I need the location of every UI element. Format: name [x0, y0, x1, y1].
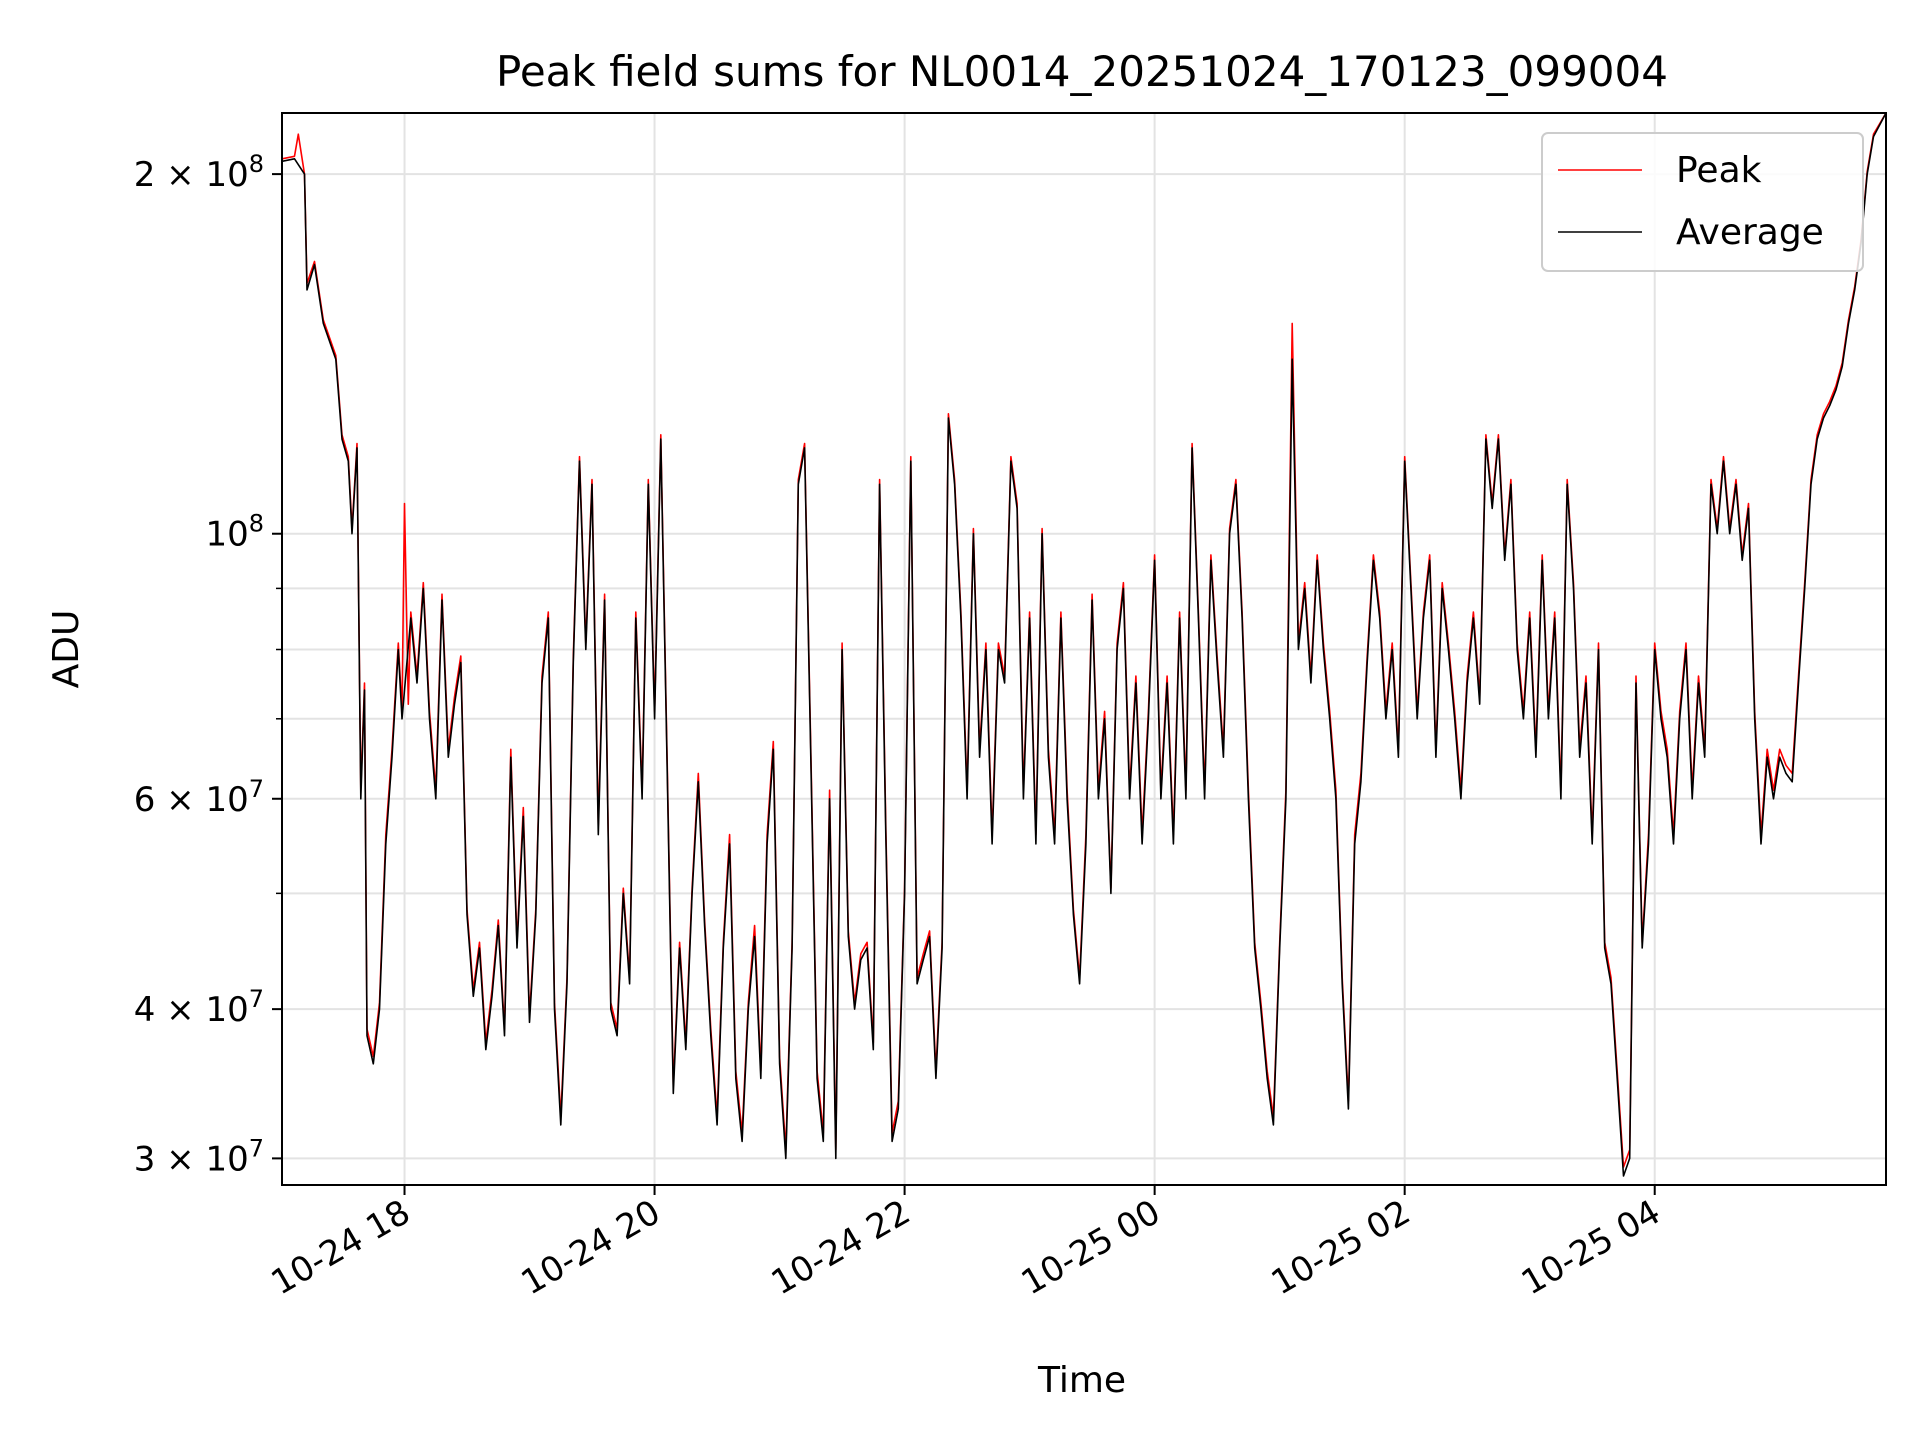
series-lines [282, 113, 1886, 1177]
legend: Peak Average [1541, 132, 1864, 272]
y-tick-label: 6 × 107 [134, 775, 264, 820]
y-tick-label: 108 [205, 510, 264, 555]
x-axis-label: Time [1037, 1360, 1126, 1401]
chart-title: Peak field sums for NL0014_20251024_1701… [496, 47, 1668, 96]
legend-label-average: Average [1676, 212, 1824, 253]
legend-box [1541, 132, 1864, 272]
y-tick-label: 2 × 108 [134, 150, 264, 195]
series-line-average [282, 113, 1886, 1177]
y-axis-ticks: 3 × 107 4 × 107 6 × 107 108 2 × 108 [134, 150, 282, 1179]
legend-label-peak: Peak [1676, 150, 1762, 191]
y-tick-label: 4 × 107 [134, 985, 264, 1030]
y-axis-label: ADU [46, 610, 87, 689]
y-tick-label: 3 × 107 [134, 1134, 264, 1179]
